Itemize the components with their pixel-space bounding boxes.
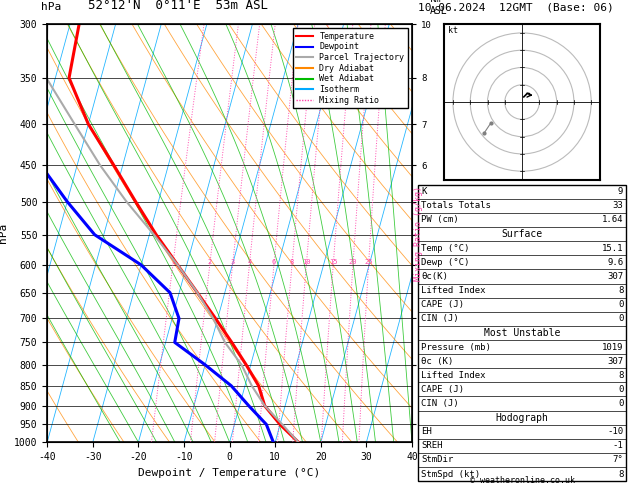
Text: CIN (J): CIN (J) [421,399,459,408]
Text: 9.6: 9.6 [607,258,623,267]
X-axis label: Dewpoint / Temperature (°C): Dewpoint / Temperature (°C) [138,468,321,478]
Text: CIN (J): CIN (J) [421,314,459,323]
Text: 15: 15 [329,259,338,265]
Text: 7°: 7° [613,455,623,465]
Text: 0: 0 [618,314,623,323]
Text: 2: 2 [208,259,212,265]
Text: Most Unstable: Most Unstable [484,328,560,338]
Text: 25: 25 [364,259,373,265]
Text: CAPE (J): CAPE (J) [421,385,464,394]
Text: 0: 0 [618,300,623,309]
Text: Hodograph: Hodograph [496,413,548,423]
Text: © weatheronline.co.uk: © weatheronline.co.uk [470,476,574,485]
Text: 307: 307 [607,357,623,365]
Text: 20: 20 [348,259,357,265]
Y-axis label: hPa: hPa [0,223,8,243]
Text: 1019: 1019 [602,343,623,351]
Text: km
ASL: km ASL [430,0,448,16]
Text: SREH: SREH [421,441,443,451]
Text: 6: 6 [272,259,276,265]
Text: StmDir: StmDir [421,455,454,465]
Text: 10.06.2024  12GMT  (Base: 06): 10.06.2024 12GMT (Base: 06) [418,2,614,12]
Text: hPa: hPa [41,2,61,12]
Text: 1: 1 [170,259,175,265]
Text: Totals Totals: Totals Totals [421,201,491,210]
Text: θc(K): θc(K) [421,272,448,281]
Text: 33: 33 [613,201,623,210]
Text: PW (cm): PW (cm) [421,215,459,225]
Text: Surface: Surface [501,229,543,239]
Text: Lifted Index: Lifted Index [421,286,486,295]
Text: θc (K): θc (K) [421,357,454,365]
Text: kt: kt [448,26,458,35]
Text: 1.64: 1.64 [602,215,623,225]
Text: 0: 0 [618,399,623,408]
Text: 8: 8 [618,469,623,479]
Text: 10: 10 [302,259,311,265]
Text: Pressure (mb): Pressure (mb) [421,343,491,351]
Text: 4: 4 [247,259,252,265]
Text: 0: 0 [618,385,623,394]
Text: CAPE (J): CAPE (J) [421,300,464,309]
Text: StmSpd (kt): StmSpd (kt) [421,469,481,479]
Text: 3: 3 [230,259,235,265]
Text: 8: 8 [290,259,294,265]
Text: 307: 307 [607,272,623,281]
Text: Mixing Ratio (g/kg): Mixing Ratio (g/kg) [414,186,423,281]
Text: 8: 8 [618,371,623,380]
Text: Temp (°C): Temp (°C) [421,243,470,253]
Text: -1: -1 [613,441,623,451]
Legend: Temperature, Dewpoint, Parcel Trajectory, Dry Adiabat, Wet Adiabat, Isotherm, Mi: Temperature, Dewpoint, Parcel Trajectory… [293,29,408,108]
Text: 9: 9 [618,187,623,196]
Text: 8: 8 [618,286,623,295]
Text: Dewp (°C): Dewp (°C) [421,258,470,267]
Text: EH: EH [421,427,432,436]
Text: K: K [421,187,427,196]
Text: 15.1: 15.1 [602,243,623,253]
Text: 52°12'N  0°11'E  53m ASL: 52°12'N 0°11'E 53m ASL [88,0,268,12]
Text: -10: -10 [607,427,623,436]
Text: Lifted Index: Lifted Index [421,371,486,380]
